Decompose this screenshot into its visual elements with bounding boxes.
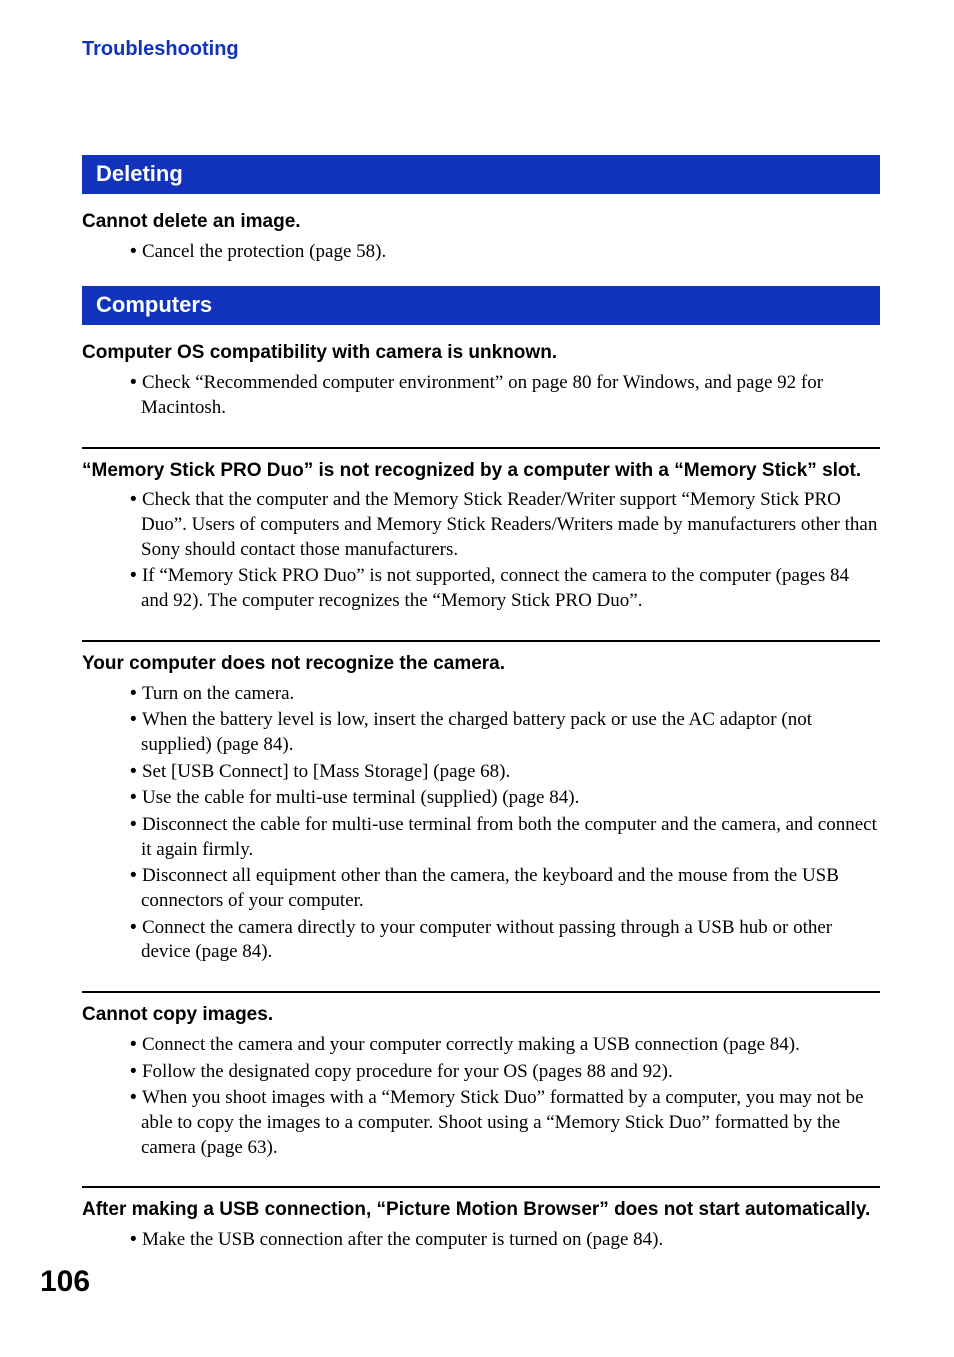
bullet-text: Check that the computer and the Memory S… [141,489,877,559]
entry-title: Your computer does not recognize the cam… [82,652,880,676]
bullet-text: Cancel the protection (page 58). [142,241,386,262]
bullet-item: • Connect the camera and your computer c… [130,1033,880,1058]
bullet-text: If “Memory Stick PRO Duo” is not support… [141,565,849,611]
bullet-text: Use the cable for multi-use terminal (su… [142,787,579,808]
bullet-text: Disconnect the cable for multi-use termi… [141,814,877,860]
entry-title: Cannot copy images. [82,1003,880,1027]
page-header: Troubleshooting [82,38,880,61]
entry-title: “Memory Stick PRO Duo” is not recognized… [82,459,880,483]
bullet-text: Follow the designated copy procedure for… [142,1061,673,1082]
bullet-text: Set [USB Connect] to [Mass Storage] (pag… [142,761,510,782]
page-number: 106 [40,1265,90,1299]
bullet-item: • Use the cable for multi-use terminal (… [130,786,880,811]
bullet-text: Disconnect all equipment other than the … [141,865,839,911]
bullet-item: • Check “Recommended computer environmen… [130,371,880,420]
bullet-text: When the battery level is low, insert th… [141,709,812,755]
bullet-text: Connect the camera and your computer cor… [142,1034,800,1055]
bullet-item: • Make the USB connection after the comp… [130,1228,880,1253]
entry-title: Computer OS compatibility with camera is… [82,341,880,365]
bullet-item: • Set [USB Connect] to [Mass Storage] (p… [130,760,880,785]
bullet-item: • Disconnect the cable for multi-use ter… [130,813,880,862]
section-heading-computers: Computers [82,286,880,325]
bullet-item: • Cancel the protection (page 58). [130,240,880,265]
bullet-item: • Follow the designated copy procedure f… [130,1060,880,1085]
bullet-item: • When you shoot images with a “Memory S… [130,1086,880,1160]
bullet-item: • Disconnect all equipment other than th… [130,864,880,913]
bullet-text: Make the USB connection after the comput… [142,1229,663,1250]
bullet-item: • When the battery level is low, insert … [130,708,880,757]
bullet-text: Turn on the camera. [142,683,294,704]
bullet-item: • Check that the computer and the Memory… [130,488,880,562]
bullet-item: • Turn on the camera. [130,682,880,707]
section-heading-deleting: Deleting [82,155,880,194]
bullet-text: When you shoot images with a “Memory Sti… [141,1087,864,1157]
bullet-item: • Connect the camera directly to your co… [130,916,880,965]
entry-title: After making a USB connection, “Picture … [82,1198,880,1222]
bullet-text: Connect the camera directly to your comp… [141,917,832,963]
bullet-text: Check “Recommended computer environment”… [141,372,823,418]
bullet-item: • If “Memory Stick PRO Duo” is not suppo… [130,564,880,613]
entry-title: Cannot delete an image. [82,210,880,234]
